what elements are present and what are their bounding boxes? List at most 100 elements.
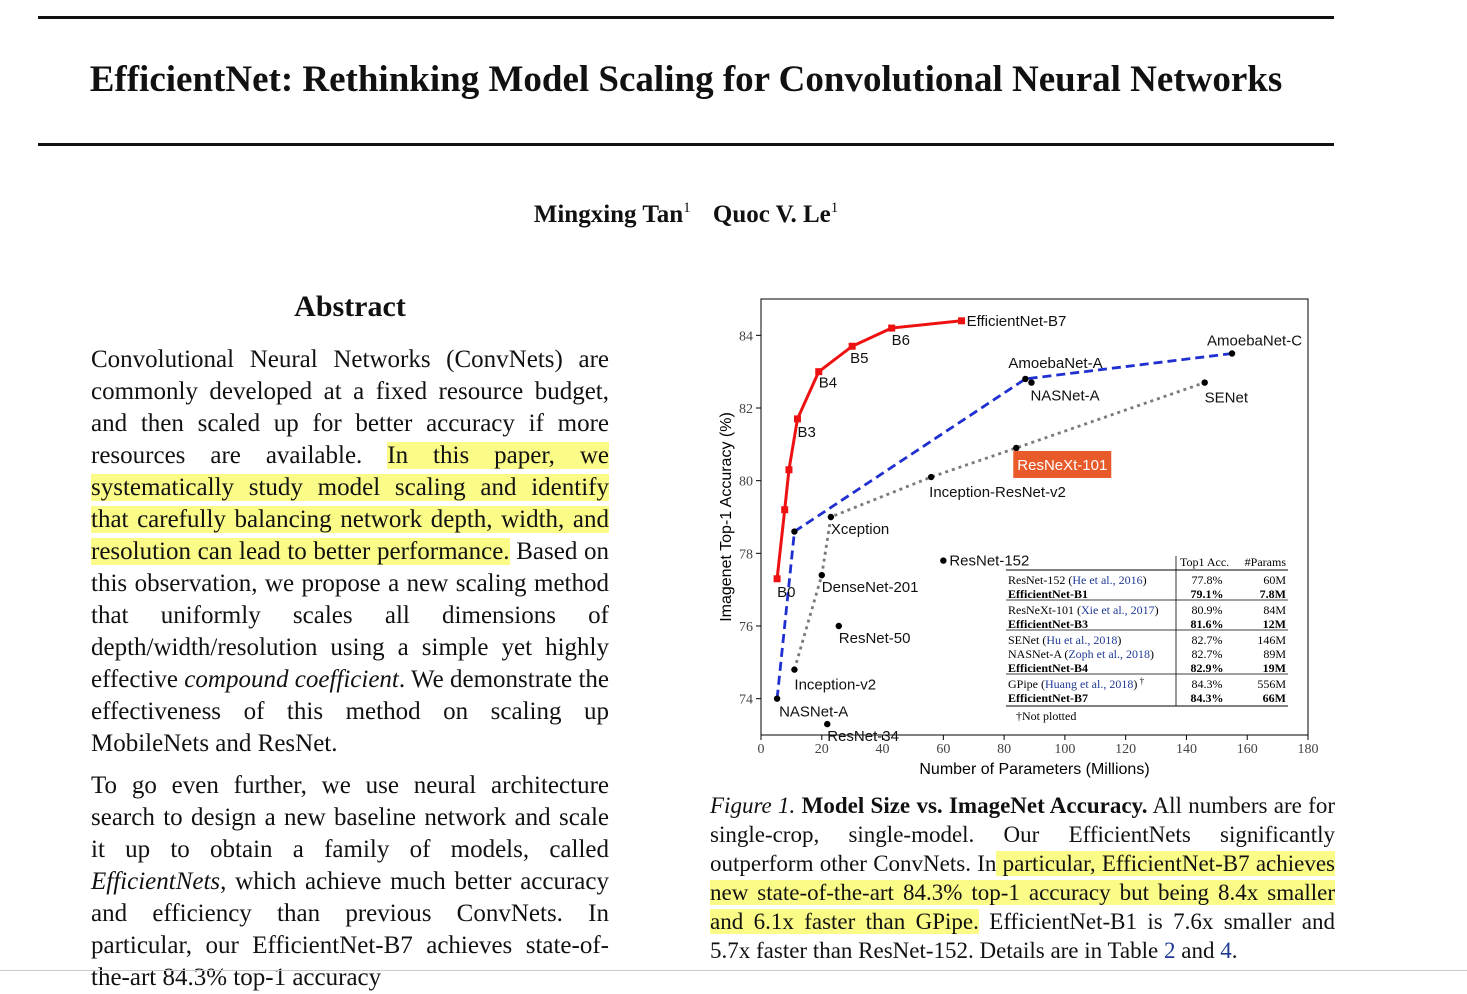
y-tick-label: 82 bbox=[739, 402, 753, 417]
x-tick-label: 180 bbox=[1298, 742, 1319, 757]
model-name: ResNeXt-101 bbox=[1008, 603, 1074, 617]
title-rule-top bbox=[38, 16, 1334, 19]
plot-frame bbox=[760, 298, 1309, 736]
efficientnet-point bbox=[781, 506, 789, 514]
model-name: EfficientNet-B1 bbox=[1008, 587, 1088, 601]
x-tick-label: 0 bbox=[758, 742, 765, 757]
table-row-name: ResNet-152 (He et al., 2016) bbox=[1008, 573, 1147, 587]
table-params: 146M bbox=[1257, 633, 1286, 647]
author-name: Mingxing Tan bbox=[533, 201, 684, 228]
abstract-text: Based on this observation, we propose a … bbox=[91, 538, 609, 693]
table-ref-link[interactable]: 4 bbox=[1220, 938, 1232, 963]
table-params: 89M bbox=[1263, 647, 1286, 661]
x-tick-label: 140 bbox=[1176, 742, 1197, 757]
point-label: ResNeXt-101 bbox=[1017, 457, 1107, 474]
table-ref-link[interactable]: 2 bbox=[1164, 938, 1176, 963]
emphasis-text: EfficientNets bbox=[91, 868, 221, 895]
model-point bbox=[1013, 444, 1020, 452]
accuracy-vs-params-chart: 0 20 40 60 80 100 120 140 160 180 74 76 78 80 82 84 Numb… bbox=[718, 298, 1319, 778]
point-label: B3 bbox=[797, 424, 815, 441]
model-point bbox=[1028, 379, 1035, 386]
model-point bbox=[824, 720, 831, 728]
author-2: Quoc V. Le1 bbox=[712, 200, 839, 228]
model-point bbox=[835, 622, 842, 630]
model-point bbox=[927, 473, 935, 481]
abstract-text: Convolutional Neural Networks (ConvNets)… bbox=[91, 346, 609, 469]
caption-title: Model Size vs. ImageNet Accuracy. bbox=[801, 793, 1148, 818]
point-label: AmoebaNet-A bbox=[1008, 355, 1102, 372]
affiliation-mark: 1 bbox=[830, 200, 839, 216]
abstract-text: To go even further, we use neural archit… bbox=[91, 772, 609, 863]
table-params: 556M bbox=[1257, 677, 1286, 691]
table-header: Top1 Acc. bbox=[1180, 555, 1229, 569]
citation-link[interactable]: Huang et al., 2018 bbox=[1045, 677, 1133, 691]
series-line bbox=[775, 352, 1233, 699]
model-point bbox=[791, 528, 798, 535]
model-name: EfficientNet-B4 bbox=[1008, 661, 1088, 675]
author-list: Mingxing Tan1 Quoc V. Le1 bbox=[0, 200, 1372, 229]
point-label: EfficientNet-B7 bbox=[967, 313, 1067, 330]
citation-link[interactable]: Hu et al., 2018 bbox=[1046, 633, 1117, 647]
y-axis-label: Imagenet Top-1 Accuracy (%) bbox=[718, 412, 735, 622]
point-label: ResNet-50 bbox=[839, 630, 911, 647]
model-name: EfficientNet-B3 bbox=[1008, 617, 1088, 631]
x-axis-label: Number of Parameters (Millions) bbox=[919, 761, 1149, 778]
y-tick-label: 74 bbox=[739, 693, 753, 708]
efficientnet-point bbox=[815, 368, 823, 376]
point-label: B5 bbox=[850, 350, 868, 367]
citation-link[interactable]: He et al., 2016 bbox=[1072, 573, 1142, 587]
series-line bbox=[793, 381, 1206, 670]
table-acc: 82.7% bbox=[1192, 633, 1223, 647]
table-params: 12M bbox=[1263, 617, 1286, 631]
point-label: SENet bbox=[1205, 390, 1249, 407]
point-label: ResNet-152 bbox=[949, 553, 1029, 570]
point-label: B6 bbox=[892, 332, 910, 349]
table-acc: 84.3% bbox=[1191, 691, 1224, 705]
resnext-label-bg bbox=[1013, 450, 1112, 478]
author-name: Quoc V. Le bbox=[712, 201, 831, 228]
emphasis-text: compound coefficient bbox=[184, 666, 399, 693]
caption-text: . bbox=[1231, 938, 1238, 963]
table-params: 7.8M bbox=[1260, 587, 1286, 601]
point-label: NASNet-A bbox=[779, 704, 848, 721]
table-acc: 79.1% bbox=[1191, 587, 1224, 601]
paper-title: EfficientNet: Rethinking Model Scaling f… bbox=[89, 59, 1283, 100]
x-tick-label: 80 bbox=[997, 742, 1011, 757]
model-name: SENet bbox=[1008, 633, 1040, 647]
table-acc: 82.7% bbox=[1192, 647, 1223, 661]
y-tick-label: 80 bbox=[739, 475, 753, 490]
abstract-paragraph-2: To go even further, we use neural archit… bbox=[91, 770, 609, 994]
point-label: NASNet-A bbox=[1030, 388, 1099, 405]
table-acc: 80.9% bbox=[1192, 603, 1223, 617]
figure-caption: Figure 1. Model Size vs. ImageNet Accura… bbox=[710, 791, 1335, 965]
model-name: EfficientNet-B7 bbox=[1008, 691, 1088, 705]
author-1: Mingxing Tan1 bbox=[533, 200, 691, 228]
citation-link[interactable]: Zoph et al., 2018 bbox=[1068, 647, 1150, 661]
citation-link[interactable]: Xie et al., 2017 bbox=[1081, 603, 1155, 617]
table-params: 19M bbox=[1263, 661, 1286, 675]
table-header: #Params bbox=[1245, 555, 1287, 569]
figure-label: Figure 1. bbox=[710, 793, 796, 818]
table-params: 84M bbox=[1263, 603, 1286, 617]
page-bottom-edge bbox=[0, 970, 1467, 971]
abstract-heading: Abstract bbox=[294, 290, 406, 323]
model-name: GPipe bbox=[1008, 677, 1038, 691]
table-acc: 82.9% bbox=[1191, 661, 1224, 675]
x-tick-label: 100 bbox=[1054, 742, 1075, 757]
series-line bbox=[775, 319, 962, 579]
model-point bbox=[1022, 375, 1029, 383]
affiliation-mark: 1 bbox=[683, 200, 691, 216]
title-rule-bottom bbox=[38, 143, 1334, 146]
point-label: B0 bbox=[777, 584, 795, 601]
point-label: Inception-v2 bbox=[794, 677, 876, 694]
model-point bbox=[773, 695, 781, 702]
efficientnet-point bbox=[773, 575, 781, 583]
table-params: 60M bbox=[1263, 573, 1286, 587]
efficientnet-point bbox=[793, 415, 801, 423]
efficientnet-point bbox=[848, 342, 856, 350]
caption-text: EfficientNet-B1 is 7.6x smaller and 5.7x… bbox=[710, 909, 1336, 963]
table-params: 66M bbox=[1263, 691, 1286, 705]
y-tick-label: 84 bbox=[739, 329, 753, 344]
caption-text: n bbox=[984, 851, 997, 876]
model-point bbox=[940, 557, 947, 564]
